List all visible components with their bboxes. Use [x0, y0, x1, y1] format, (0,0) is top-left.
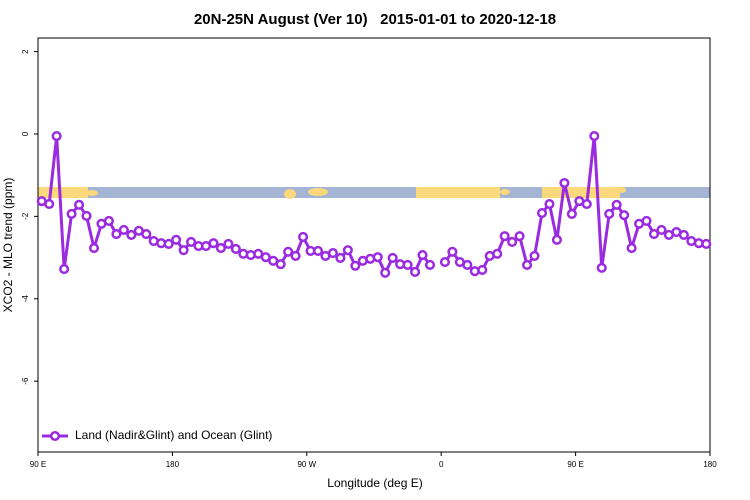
x-tick-label: 90 E — [567, 460, 583, 469]
point — [372, 252, 383, 263]
point — [275, 259, 286, 270]
point — [551, 234, 562, 245]
point — [230, 243, 241, 254]
point — [298, 231, 309, 243]
y-tick-label: 2 — [21, 49, 30, 54]
point — [260, 252, 271, 263]
legend-label: Land (Nadir&Glint) and Ocean (Glint) — [75, 428, 272, 442]
point — [223, 238, 234, 250]
point — [290, 250, 301, 261]
point — [522, 259, 533, 271]
point — [544, 198, 555, 210]
point — [641, 215, 652, 226]
map-strip — [38, 187, 710, 199]
point — [559, 177, 570, 189]
point — [335, 252, 346, 264]
point — [283, 246, 294, 257]
point — [596, 262, 607, 273]
y-axis-label: XCO2 - MLO trend (ppm) — [1, 178, 15, 313]
point — [604, 208, 615, 219]
point — [163, 238, 174, 250]
point — [439, 257, 450, 268]
point — [477, 264, 488, 275]
point — [51, 130, 62, 142]
x-tick-label: 90 E — [30, 460, 46, 469]
point — [66, 208, 77, 219]
point — [507, 236, 518, 247]
point — [59, 264, 70, 275]
point — [215, 243, 226, 254]
point — [648, 229, 660, 240]
x-tick-label: 180 — [166, 460, 180, 469]
point — [462, 259, 473, 271]
point — [342, 245, 353, 256]
point — [417, 250, 428, 261]
point — [103, 215, 114, 226]
legend-marker — [49, 430, 61, 442]
point — [589, 130, 600, 142]
point — [499, 231, 510, 242]
point — [492, 248, 503, 259]
x-tick-label: 90 W — [297, 460, 316, 469]
point — [514, 231, 525, 242]
x-tick-label: 0 — [439, 460, 444, 469]
point — [611, 199, 622, 210]
point — [208, 238, 219, 249]
series-line — [41, 134, 707, 275]
point — [678, 229, 689, 240]
point — [141, 229, 152, 240]
point — [81, 210, 92, 222]
point — [529, 250, 540, 261]
point — [447, 246, 458, 257]
point — [171, 234, 182, 245]
point — [410, 266, 421, 278]
point — [327, 247, 338, 259]
point — [380, 267, 391, 278]
point — [312, 245, 324, 257]
y-tick-label: -6 — [21, 377, 30, 385]
point — [118, 224, 129, 236]
chart-title: 20N-25N August (Ver 10) 2015-01-01 to 20… — [194, 11, 556, 28]
point — [111, 229, 122, 240]
point — [186, 236, 197, 247]
point — [626, 243, 637, 254]
point — [424, 259, 436, 271]
point — [656, 224, 667, 236]
point — [701, 238, 712, 250]
point — [619, 210, 630, 221]
plot-frame — [37, 37, 711, 453]
point — [178, 245, 189, 256]
x-axis-label: Longitude (deg E) — [327, 476, 422, 490]
point — [126, 229, 137, 240]
point — [350, 260, 361, 271]
y-tick-label: 0 — [21, 131, 30, 136]
point — [402, 259, 413, 271]
point — [536, 208, 548, 219]
point — [566, 208, 577, 219]
y-tick-label: -2 — [21, 212, 30, 220]
point — [44, 198, 55, 210]
point — [88, 243, 100, 254]
y-tick-label: -4 — [21, 295, 30, 303]
point — [74, 199, 85, 210]
x-tick-label: 180 — [703, 460, 717, 469]
point — [387, 252, 398, 264]
point — [581, 198, 592, 210]
